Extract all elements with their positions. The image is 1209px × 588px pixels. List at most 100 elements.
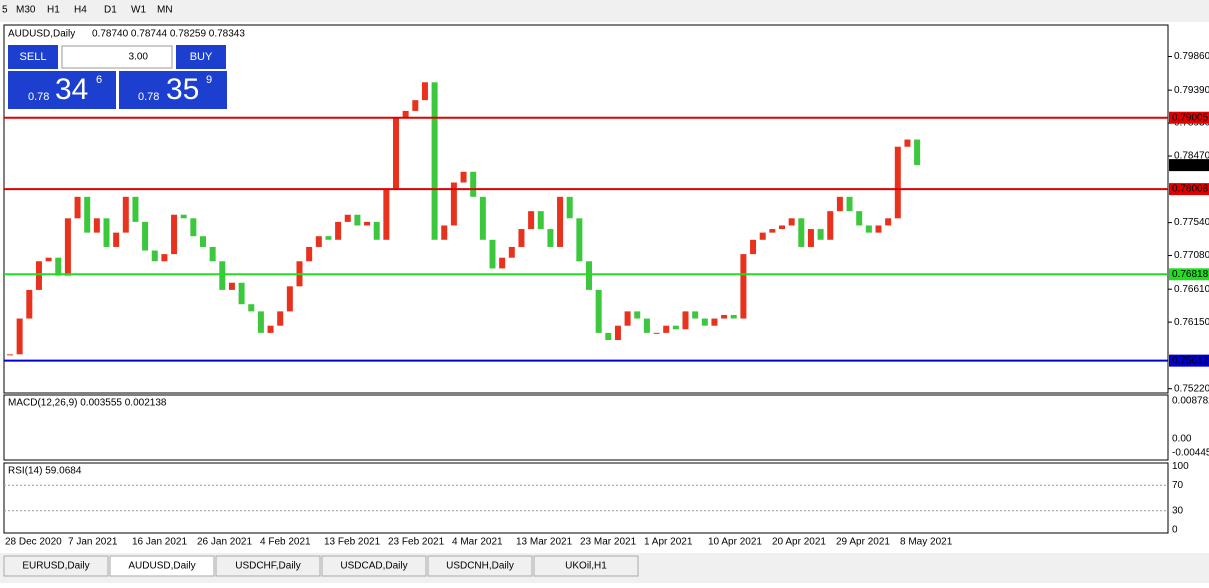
tab-label: EURUSD,Daily [22, 561, 89, 572]
candle-body [132, 196, 139, 222]
candle-body [624, 311, 631, 326]
sell-price-fraction: 6 [96, 74, 102, 86]
level-label: 0.79005 [1172, 112, 1209, 123]
candle-body [711, 318, 718, 326]
candle-body [354, 214, 361, 226]
candle-body [431, 82, 438, 240]
candle-body [479, 196, 486, 240]
x-tick-label: 28 Dec 2020 [5, 537, 62, 548]
x-tick-label: 16 Jan 2021 [132, 537, 187, 548]
candle-body [7, 354, 13, 356]
timeframe-button[interactable]: D1 [104, 5, 117, 16]
tab[interactable] [215, 555, 321, 577]
tab[interactable] [533, 555, 639, 577]
candle-body [373, 221, 380, 240]
tab[interactable] [321, 555, 427, 577]
candle-body [740, 254, 747, 319]
lot-input[interactable] [61, 45, 173, 69]
timeframe-button[interactable]: W1 [131, 5, 146, 16]
rsi-label: RSI(14) 59.0684 [8, 466, 82, 477]
candle-body [856, 211, 863, 226]
candle-body [682, 311, 689, 330]
buy-button[interactable] [176, 45, 226, 69]
current-price-tag [1169, 159, 1209, 172]
level-tag [1169, 268, 1209, 281]
candle-body [518, 229, 525, 247]
rsi-tick-label: 0 [1172, 524, 1178, 535]
tab[interactable] [109, 555, 215, 577]
x-tick-label: 7 Jan 2021 [68, 537, 118, 548]
candle-body [827, 211, 834, 240]
candle-body [421, 82, 428, 101]
candle-body [26, 289, 33, 319]
timeframe-button[interactable]: M30 [16, 5, 36, 16]
candle-body [499, 257, 506, 269]
candle-body [248, 304, 255, 312]
candle-body [84, 196, 91, 233]
candle-body [807, 229, 814, 247]
timeframe-button[interactable]: 5 [2, 5, 8, 16]
x-tick-label: 26 Jan 2021 [197, 537, 252, 548]
level-tag [1169, 183, 1209, 196]
candle-body [257, 311, 264, 333]
candle-body [315, 236, 322, 247]
sell-price-box[interactable] [8, 71, 116, 109]
candle-body [151, 250, 158, 262]
candle-body [325, 236, 332, 240]
x-tick-label: 13 Mar 2021 [516, 537, 573, 548]
candle-body [634, 311, 641, 319]
candle-body [122, 196, 129, 233]
candle-body [335, 221, 342, 240]
candle-body [788, 218, 795, 226]
quote: 0.78740 0.78744 0.78259 0.78343 [92, 29, 245, 40]
x-tick-label: 23 Feb 2021 [388, 537, 445, 548]
candle-body [171, 214, 178, 255]
candle-body [286, 286, 293, 312]
candle-body [277, 311, 284, 326]
candle-body [894, 146, 901, 219]
candle-body [142, 221, 149, 251]
candle-body [16, 318, 23, 355]
macd-label: MACD(12,26,9) 0.003555 0.002138 [8, 398, 167, 409]
candle-body [663, 325, 670, 333]
y-tick-label: 0.77540 [1174, 217, 1209, 228]
tab-label: UKOil,H1 [565, 561, 607, 572]
candle-body [441, 225, 448, 240]
tab-label: USDCNH,Daily [446, 561, 514, 572]
x-tick-label: 29 Apr 2021 [836, 537, 890, 548]
tab[interactable] [427, 555, 533, 577]
candle-body [701, 318, 708, 326]
timeframe-button[interactable]: MN [157, 5, 173, 16]
buy-price-pips: 35 [166, 73, 199, 106]
candle-body [383, 189, 390, 240]
buy-label: BUY [190, 51, 213, 63]
candle-body [74, 196, 81, 219]
candle-body [885, 218, 892, 226]
sell-button[interactable] [8, 45, 58, 69]
candle-body [64, 218, 71, 276]
candle-body [672, 325, 679, 330]
y-tick-label: 0.79390 [1174, 85, 1209, 96]
x-tick-label: 4 Mar 2021 [452, 537, 503, 548]
candle-body [779, 225, 785, 230]
trade-panel: SELL 3.00 BUY 0.78 34 6 0.78 35 9 [8, 45, 227, 109]
candle-body [904, 139, 911, 147]
candle-body [364, 221, 371, 226]
lot-value: 3.00 [129, 52, 149, 63]
timeframe-button[interactable]: H4 [74, 5, 87, 16]
toolbar [0, 0, 1209, 22]
candle-body [402, 110, 409, 119]
candle-body [190, 218, 197, 237]
buy-price-box[interactable] [119, 71, 227, 109]
rsi-tick-label: 70 [1172, 480, 1184, 491]
candle-body [846, 196, 853, 212]
candle-body [267, 325, 274, 333]
x-tick-label: 20 Apr 2021 [772, 537, 826, 548]
tab[interactable] [3, 555, 109, 577]
candle-body [209, 246, 216, 262]
candle-body [450, 182, 457, 226]
buy-price-fraction: 9 [206, 74, 212, 86]
timeframe-button[interactable]: H1 [47, 5, 60, 16]
candle-body [460, 171, 467, 183]
level-tag [1169, 354, 1209, 367]
